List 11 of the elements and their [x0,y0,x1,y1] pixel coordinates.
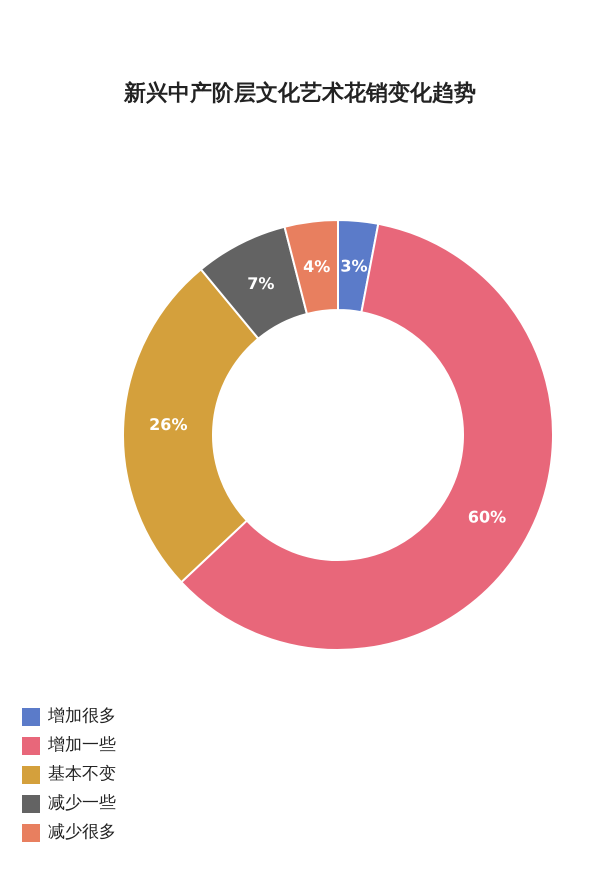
data-label: 26% [149,414,188,434]
legend-label: 增加一些 [48,734,116,757]
data-label: 7% [247,274,274,294]
data-label: 60% [468,507,506,526]
legend-label: 增加很多 [48,705,116,728]
data-label: 4% [303,256,330,276]
legend-label: 减少很多 [48,821,116,844]
data-label: 3% [340,256,368,276]
legend-label: 基本不变 [48,763,116,786]
legend-label: 减少一些 [48,792,116,815]
chart-title: 新兴中产阶层文化艺术花销变化趋势 [122,80,477,108]
